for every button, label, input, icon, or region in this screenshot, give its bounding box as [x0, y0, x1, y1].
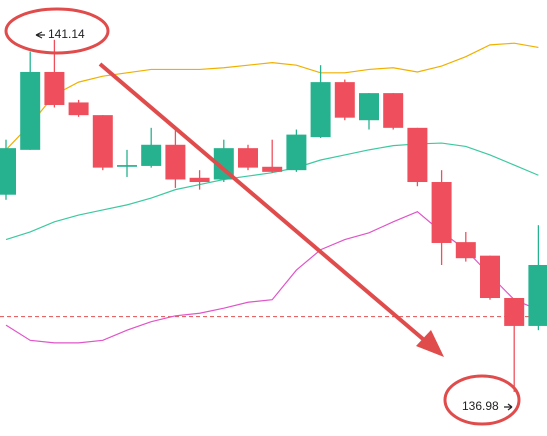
- candle-body: [480, 255, 500, 299]
- candle-body: [20, 71, 41, 150]
- candle-body: [141, 144, 162, 166]
- candle-body: [117, 165, 137, 167]
- candle-body: [407, 127, 428, 183]
- high-label: 141.14: [48, 27, 85, 41]
- candle-body: [383, 93, 404, 128]
- candle-body: [165, 144, 186, 180]
- trend-arrow: [98, 62, 432, 347]
- candle-body: [455, 242, 476, 259]
- band-line: [5, 142, 539, 241]
- candle-body: [262, 166, 283, 172]
- candle-body: [334, 82, 355, 118]
- candle-body: [189, 177, 210, 183]
- candle-body: [431, 182, 452, 243]
- candle-body: [528, 264, 547, 326]
- candle-body: [68, 102, 89, 116]
- candle-body: [359, 93, 379, 121]
- highlight-circle: [4, 7, 110, 55]
- band-line: [5, 42, 539, 151]
- pointer-arrow: [35, 31, 45, 39]
- candle-body: [310, 82, 331, 138]
- pointer-arrow: [504, 403, 513, 411]
- highlight-circle: [443, 374, 521, 426]
- trend-arrow-head: [416, 330, 444, 357]
- candle-body: [286, 134, 307, 171]
- candle-body: [44, 71, 65, 105]
- candle-body: [238, 148, 258, 168]
- band-line: [5, 210, 539, 344]
- candle-body: [0, 148, 16, 195]
- low-label: 136.98: [462, 399, 499, 413]
- candle-body: [504, 298, 525, 326]
- candle-body: [92, 115, 113, 168]
